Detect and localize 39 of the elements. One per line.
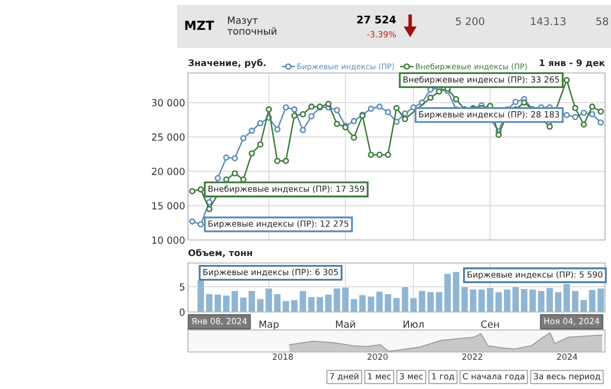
annotation: Биржевые индексы (ПР): 5 590 <box>468 271 602 280</box>
text: Мазут топочный <box>227 16 276 35</box>
chart-title: Объем, тонн <box>188 248 252 258</box>
x-tick-label: 2022 <box>462 354 482 360</box>
text: 58 <box>596 17 608 26</box>
y-tick-label: 5 <box>180 283 184 291</box>
text: С начала года <box>462 373 524 380</box>
x-tick-label: 2018 <box>272 354 293 360</box>
y-tick-label: 10 000 <box>152 236 185 244</box>
text: 5 200 <box>456 17 484 26</box>
text: 3 мес <box>400 373 423 380</box>
y-tick-label: 25 000 <box>152 133 185 141</box>
x-tick-label: 2024 <box>557 354 578 360</box>
text: 1 год <box>432 373 454 380</box>
y-tick-label: 15 000 <box>152 202 185 210</box>
x-tick-label: Сен <box>481 320 499 328</box>
text: Янв 08, 2024 <box>192 318 247 326</box>
text: 7 дней <box>330 373 358 380</box>
x-tick-label: Мар <box>260 320 279 330</box>
text: Ноя 04, 2024 <box>544 318 600 326</box>
text: 143.13 <box>531 17 566 26</box>
data-label: Внебиржевые индексы (ПР): 17 359 <box>208 185 364 194</box>
text: За весь период <box>534 373 600 382</box>
data-label: Биржевые индексы (ПР): 12 275 <box>208 220 348 228</box>
data-label: Биржевые индексы (ПР): 28 183 <box>419 111 560 120</box>
y-tick-label: 30 000 <box>152 99 185 106</box>
text: 1 мес <box>368 373 391 380</box>
x-tick-label: Май <box>336 320 355 328</box>
text: -3.39% <box>367 31 396 38</box>
chart-subtitle: 1 янв - 9 дек <box>540 59 605 68</box>
chart-title: Значение, руб. <box>188 58 266 68</box>
text: MZT <box>185 20 214 30</box>
x-tick-label: Июл <box>404 320 424 328</box>
x-tick-label: 2020 <box>368 354 388 360</box>
annotation: Биржевые индексы (ПР): 6 305 <box>203 268 338 277</box>
text: 27 524 <box>357 16 396 24</box>
y-tick-label: 20 000 <box>152 168 185 176</box>
data-label: Внебиржевые индексы (ПР): 33 265 <box>404 76 560 84</box>
y-tick-label: 0 <box>180 308 185 316</box>
